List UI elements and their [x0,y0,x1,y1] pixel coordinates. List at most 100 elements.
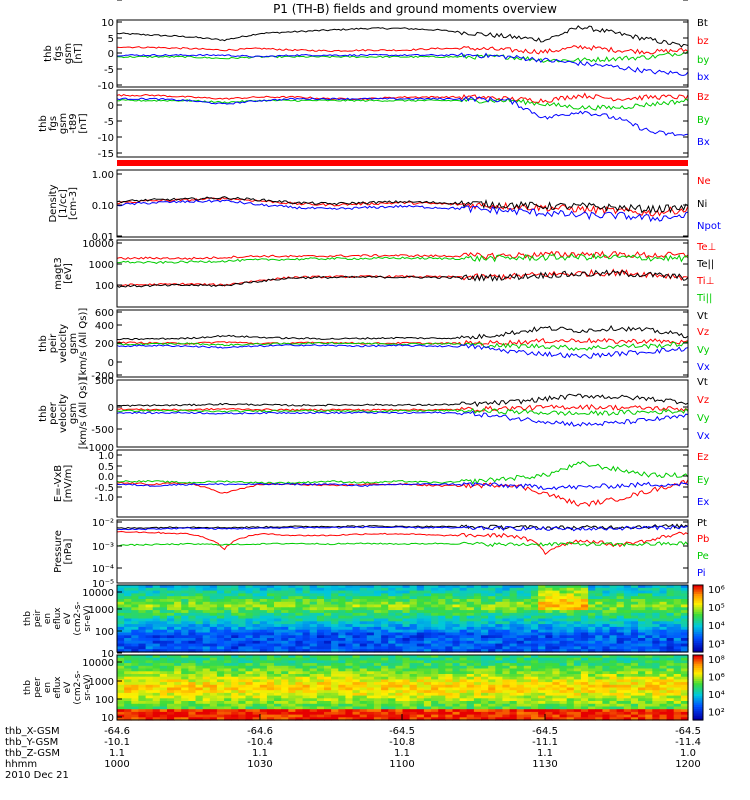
colorbar-peir-eflux [693,618,703,622]
heat-cell-peir-eflux [573,649,582,653]
heat-cell-peir-eflux [188,638,197,642]
heat-cell-peir-eflux [488,629,496,634]
heat-cell-peir-eflux [302,596,311,600]
heat-cell-peer-eflux [431,674,439,678]
series-peer-velocity-Vy [116,407,689,417]
heat-cell-peir-eflux [145,585,154,589]
heat-cell-peer-eflux [124,655,132,659]
heat-cell-peir-eflux [309,599,318,603]
heat-cell-peir-eflux [559,635,568,639]
heat-cell-peer-eflux [452,668,461,672]
heat-cell-peer-eflux [680,692,689,697]
heat-cell-peer-eflux [181,663,189,667]
heat-cell-peir-eflux [345,621,354,625]
heat-cell-peir-eflux [145,649,154,653]
heat-cell-peir-eflux [402,640,411,645]
heat-cell-peir-eflux [509,615,518,620]
heat-cell-peir-eflux [266,607,275,611]
heat-cell-peer-eflux [295,682,304,686]
heat-cell-peer-eflux [609,695,618,699]
heat-cell-peer-eflux [573,665,582,670]
heat-cell-peer-eflux [388,657,396,661]
heat-cell-peer-eflux [152,706,161,710]
heat-cell-peir-eflux [566,629,575,634]
heat-cell-peer-eflux [366,692,375,697]
heat-cell-peer-eflux [338,674,346,678]
heat-cell-peer-eflux [131,711,139,716]
heat-cell-peer-eflux [602,660,611,664]
heat-cell-peir-eflux [481,593,489,597]
heat-cell-peir-eflux [673,590,682,594]
heat-cell-peir-eflux [216,587,225,592]
heat-cell-peer-eflux [566,698,575,702]
heat-cell-peir-eflux [331,596,339,600]
heat-cell-peer-eflux [502,682,511,686]
heat-cell-peer-eflux [531,695,539,699]
heat-cell-peer-eflux [338,665,346,670]
heat-cell-peir-eflux [252,587,261,592]
heat-cell-peir-eflux [352,593,361,597]
heat-cell-peer-eflux [423,714,432,718]
heat-cell-peer-eflux [673,709,682,713]
heat-cell-peer-eflux [602,674,611,678]
heat-cell-peir-eflux [580,601,589,606]
heat-cell-peir-eflux [638,607,646,611]
heat-cell-peir-eflux [202,607,211,611]
heat-cell-peir-eflux [274,626,282,631]
heat-cell-peir-eflux [495,632,503,636]
heat-cell-peir-eflux [580,612,589,617]
heat-cell-peir-eflux [395,615,404,620]
heat-cell-peir-eflux [152,640,161,645]
heat-cell-peir-eflux [531,624,539,628]
heat-cell-peer-eflux [188,679,197,683]
heat-cell-peir-eflux [545,615,553,620]
heat-cell-peir-eflux [216,599,225,603]
colorbar-peer-eflux [693,689,703,693]
heat-cell-peir-eflux [138,610,147,614]
heat-cell-peer-eflux [431,676,439,680]
heat-cell-peer-eflux [352,665,361,670]
heat-cell-peir-eflux [481,626,489,631]
heat-cell-peer-eflux [445,706,453,710]
heat-cell-peir-eflux [302,640,311,645]
heat-cell-peir-eflux [124,601,132,606]
colorbar-peer-eflux [693,661,703,665]
heat-cell-peer-eflux [481,711,489,716]
heat-cell-peer-eflux [295,687,304,691]
heat-cell-peir-eflux [167,618,175,622]
heat-cell-peir-eflux [638,624,646,628]
ytick-label-peir-eflux: 100 [95,627,114,638]
heat-cell-peir-eflux [338,604,346,608]
heat-cell-peer-eflux [216,711,225,716]
heat-cell-peer-eflux [431,690,439,694]
heat-cell-peir-eflux [630,629,639,634]
heat-cell-peer-eflux [309,684,318,689]
heat-cell-peer-eflux [359,692,368,697]
heat-cell-peer-eflux [245,676,254,680]
heat-cell-peer-eflux [388,660,396,664]
heat-cell-peer-eflux [673,679,682,683]
heat-cell-peir-eflux [573,604,582,608]
heat-cell-peir-eflux [316,596,325,600]
heat-cell-peer-eflux [302,711,311,716]
heat-cell-peer-eflux [309,690,318,694]
heat-cell-peer-eflux [638,674,646,678]
heat-cell-peir-eflux [466,593,475,597]
heat-cell-peir-eflux [202,624,211,628]
heat-cell-peir-eflux [538,643,546,647]
heat-cell-peir-eflux [381,624,389,628]
heat-cell-peer-eflux [295,665,304,670]
heat-cell-peer-eflux [466,674,475,678]
heat-cell-peer-eflux [659,665,668,670]
heat-cell-peer-eflux [588,714,596,718]
heat-cell-peer-eflux [452,657,461,661]
heat-cell-peir-eflux [395,601,404,606]
heat-cell-peir-eflux [324,596,332,600]
heat-cell-peer-eflux [509,711,518,716]
heat-cell-peer-eflux [338,671,346,675]
heat-cell-peir-eflux [238,585,246,589]
heat-cell-peir-eflux [238,649,246,653]
ylabel-fgs-dsl: -t89 [68,113,79,133]
heat-cell-peer-eflux [595,692,603,697]
heat-cell-peer-eflux [595,695,603,699]
